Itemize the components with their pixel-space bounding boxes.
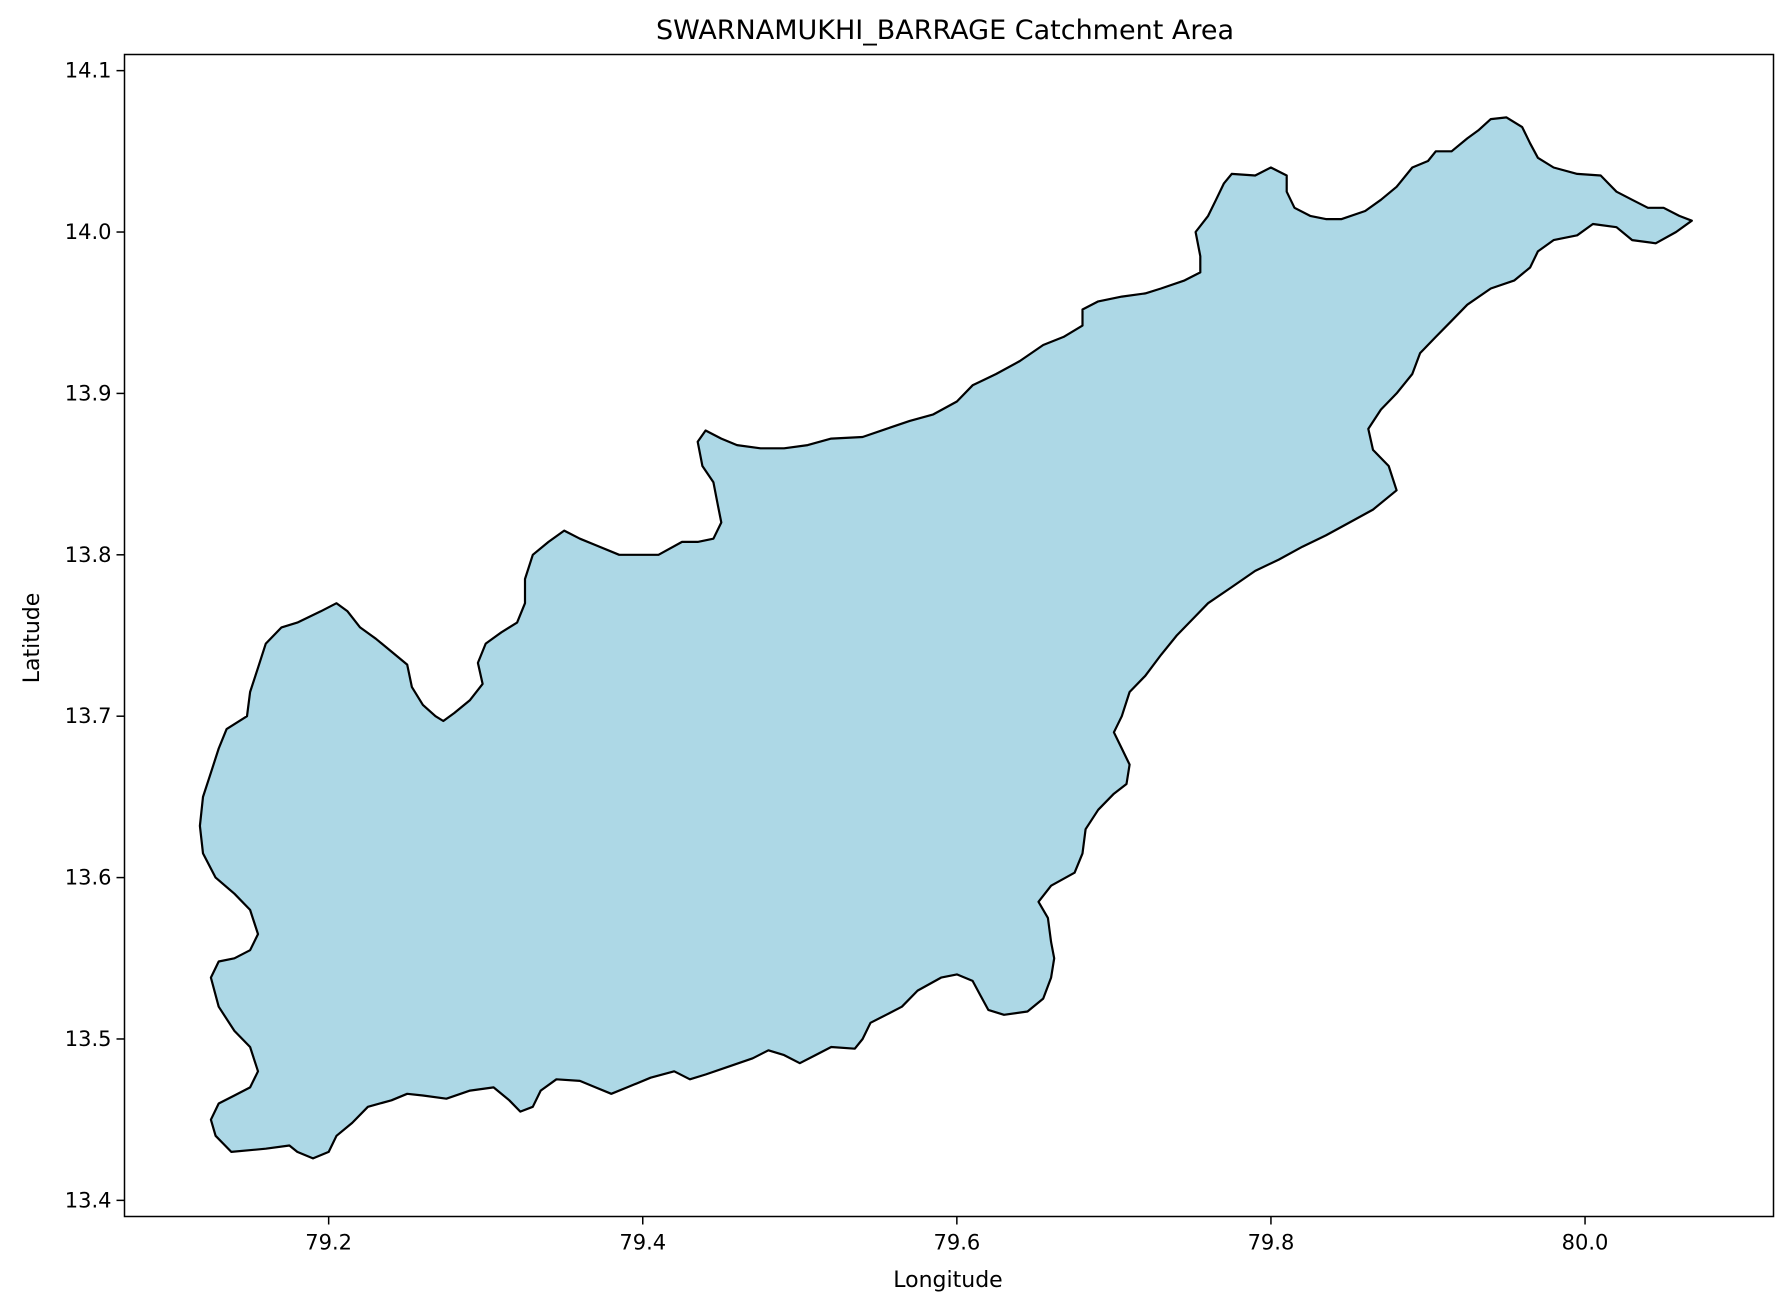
chart-title: SWARNAMUKHI_BARRAGE Catchment Area bbox=[656, 15, 1234, 46]
x-axis: 79.2 79.4 79.6 79.8 80.0 bbox=[305, 1216, 1609, 1255]
x-axis-label: Longitude bbox=[893, 1268, 1002, 1293]
y-axis-label: Latitude bbox=[20, 593, 45, 684]
x-tick-label: 80.0 bbox=[1562, 1231, 1609, 1255]
y-tick-label: 13.4 bbox=[65, 1188, 112, 1212]
y-tick-label: 13.8 bbox=[65, 543, 112, 567]
y-tick-label: 13.6 bbox=[65, 866, 112, 890]
y-tick-label: 13.9 bbox=[65, 381, 112, 405]
x-tick-label: 79.8 bbox=[1248, 1231, 1295, 1255]
x-tick-label: 79.2 bbox=[305, 1231, 352, 1255]
axes-frame bbox=[123, 53, 1775, 1218]
y-axis: 13.4 13.5 13.6 13.7 13.8 13.9 14.0 14.1 bbox=[65, 59, 125, 1212]
catchment-area-polygon bbox=[198, 116, 1693, 1160]
x-tick-label: 79.4 bbox=[619, 1231, 666, 1255]
y-tick-label: 14.1 bbox=[65, 59, 112, 83]
plot-area bbox=[198, 116, 1693, 1160]
y-tick-label: 14.0 bbox=[65, 220, 112, 244]
x-tick-label: 79.6 bbox=[933, 1231, 980, 1255]
y-tick-label: 13.7 bbox=[65, 704, 112, 728]
y-tick-label: 13.5 bbox=[65, 1027, 112, 1051]
